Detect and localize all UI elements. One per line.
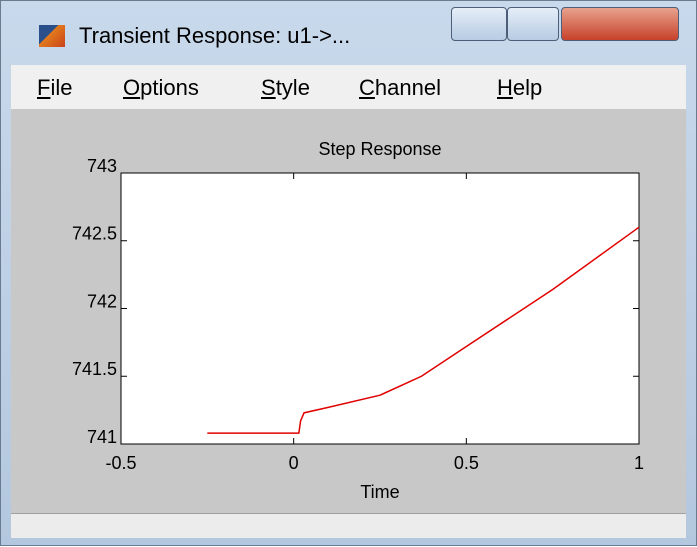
menu-bar: File Options Style Channel Help: [11, 65, 686, 109]
close-button[interactable]: [561, 7, 679, 41]
x-tick-label: 0: [289, 453, 299, 473]
y-tick-label: 741: [87, 427, 117, 447]
series-line: [207, 226, 640, 434]
menu-item[interactable]: File: [37, 75, 73, 100]
y-tick-label: 742.5: [72, 224, 117, 244]
chart-title: Step Response: [318, 139, 441, 159]
app-icon: [39, 25, 65, 47]
menu-item[interactable]: Options: [123, 75, 199, 100]
x-tick-label: 1: [634, 453, 644, 473]
title-bar: Transient Response: u1->...: [1, 1, 696, 63]
menu-item[interactable]: Help: [497, 75, 543, 100]
maximize-button[interactable]: [507, 7, 559, 41]
x-tick-label: -0.5: [105, 453, 136, 473]
y-tick-label: 741.5: [72, 359, 117, 379]
plot-area: [120, 172, 640, 445]
menu-item[interactable]: Style: [261, 75, 310, 100]
x-tick-label: 0.5: [454, 453, 479, 473]
minimize-button[interactable]: [451, 7, 507, 41]
y-tick-label: 743: [87, 156, 117, 176]
window-title: Transient Response: u1->...: [79, 23, 351, 48]
menu-item[interactable]: Channel: [359, 75, 441, 100]
x-axis-label: Time: [360, 482, 399, 502]
y-tick-label: 742: [87, 291, 117, 311]
status-bar: [11, 513, 686, 538]
